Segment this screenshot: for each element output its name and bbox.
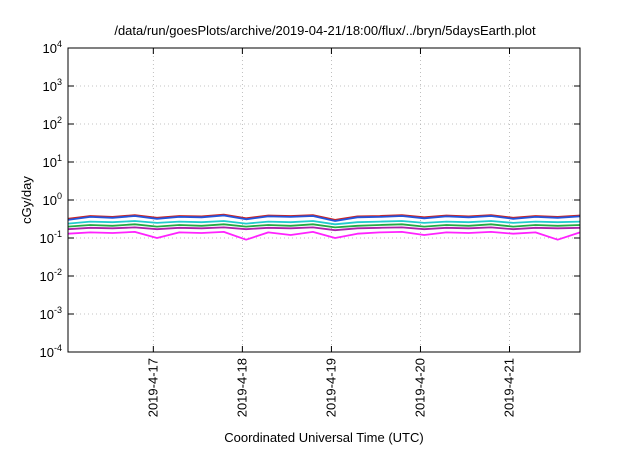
x-tick-label: 2019-4-17 [145, 358, 160, 417]
y-tick-label: 100 [43, 191, 62, 208]
series-line-2 [67, 214, 581, 222]
y-tick-label: 10-3 [40, 305, 62, 322]
x-tick-label: 2019-4-20 [412, 358, 427, 417]
series-line-1 [67, 213, 581, 221]
y-tick-label: 104 [43, 39, 62, 56]
y-tick-label: 103 [43, 77, 62, 94]
series-line-3 [67, 220, 581, 226]
series-line-4 [67, 223, 581, 229]
x-axis-label: Coordinated Universal Time (UTC) [224, 430, 423, 445]
tick-layer: 10-4 10-3 10-2 10-1 100 101 102 103 104 2019-4-17… [40, 39, 580, 417]
series-line-6 [67, 230, 581, 241]
grid-layer [68, 48, 580, 352]
x-tick-label: 2019-4-21 [502, 358, 517, 417]
y-tick-label: 10-4 [40, 343, 62, 360]
y-tick-label: 10-2 [40, 267, 62, 284]
y-axis-label: cGy/day [19, 176, 34, 224]
series-layer [67, 213, 581, 241]
chart-title: /data/run/goesPlots/archive/2019-04-21/1… [114, 23, 536, 38]
y-tick-label: 10-1 [40, 229, 62, 246]
series-line-5 [67, 226, 581, 232]
y-tick-label: 101 [43, 153, 62, 170]
y-tick-label: 102 [43, 115, 62, 132]
x-tick-label: 2019-4-18 [234, 358, 249, 417]
x-tick-label: 2019-4-19 [323, 358, 338, 417]
